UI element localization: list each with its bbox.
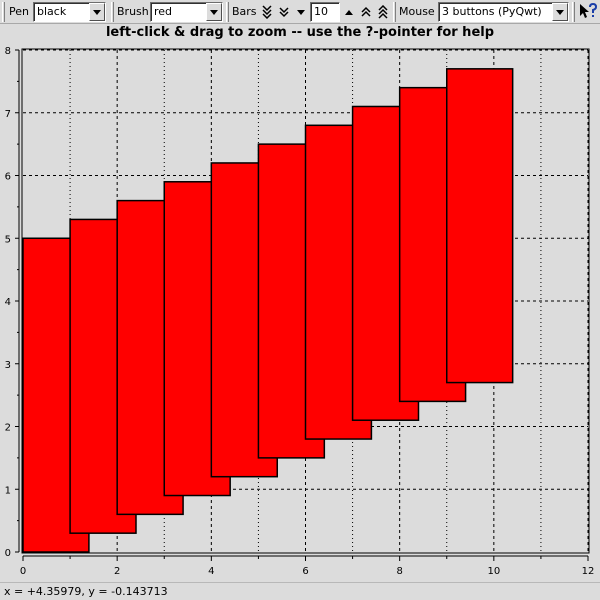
increase-one-button[interactable] [342, 2, 356, 22]
x-tick-label: 8 [396, 566, 402, 577]
bar[interactable] [446, 68, 514, 384]
x-tick-label: 12 [582, 566, 595, 577]
double-chevron-up-icon [361, 6, 371, 17]
pen-combo-value: black [37, 5, 67, 18]
pen-combo[interactable]: black [33, 2, 106, 22]
bars-count-value: 10 [314, 5, 328, 18]
toolbar: Pen black Brush red Bars 10 [0, 0, 600, 24]
triple-chevron-up-icon [378, 5, 388, 19]
triple-chevron-down-icon [262, 5, 272, 19]
bars-label: Bars [232, 5, 257, 18]
x-tick-label: 10 [487, 566, 500, 577]
y-tick-label: 0 [5, 548, 11, 559]
double-chevron-down-icon [279, 7, 289, 18]
mouse-combo-value: 3 buttons (PyQwt) [442, 5, 542, 18]
toolbar-grip[interactable] [393, 2, 396, 22]
chevron-down-icon[interactable] [89, 3, 105, 21]
brush-combo[interactable]: red [150, 2, 223, 22]
brush-label: Brush [117, 5, 149, 18]
decrease-one-button[interactable] [294, 2, 308, 22]
y-tick-label: 7 [5, 109, 11, 120]
y-tick-label: 4 [5, 297, 11, 308]
x-tick-label: 4 [208, 566, 214, 577]
brush-combo-value: red [154, 5, 173, 18]
status-bar: x = +4.35979, y = -0.143713 [0, 582, 600, 600]
whats-this-button[interactable] [578, 1, 598, 23]
plot-title: left-click & drag to zoom -- use the ?-p… [105, 25, 495, 40]
toolbar-grip[interactable] [111, 2, 114, 22]
chevron-down-icon[interactable] [206, 3, 222, 21]
chevron-down-icon[interactable] [552, 3, 568, 21]
y-tick-label: 8 [5, 46, 11, 57]
toolbar-grip[interactable] [572, 2, 575, 22]
y-tick-label: 2 [5, 423, 11, 434]
toolbar-grip[interactable] [2, 2, 5, 22]
toolbar-grip[interactable] [226, 2, 229, 22]
x-tick-label: 2 [114, 566, 120, 577]
mouse-combo[interactable]: 3 buttons (PyQwt) [438, 2, 569, 22]
y-tick-label: 6 [5, 172, 11, 183]
x-tick-label: 6 [302, 566, 308, 577]
decrease-many-button[interactable] [260, 2, 274, 22]
decrease-some-button[interactable] [277, 2, 291, 22]
whats-this-icon [580, 3, 597, 18]
y-tick-label: 1 [5, 485, 11, 496]
bars-count-field[interactable]: 10 [310, 2, 340, 22]
triangle-up-icon [345, 10, 353, 15]
increase-some-button[interactable] [359, 2, 373, 22]
triangle-down-icon [297, 10, 305, 15]
y-tick-label: 3 [5, 360, 11, 371]
plot-area[interactable]: 0 1 2 3 4 5 6 7 8 0 2 4 6 8 10 12 [0, 42, 600, 582]
x-tick-label: 0 [20, 566, 26, 577]
y-tick-label: 5 [5, 234, 11, 245]
mouse-label: Mouse [399, 5, 435, 18]
pen-label: Pen [9, 5, 29, 18]
increase-many-button[interactable] [376, 2, 390, 22]
